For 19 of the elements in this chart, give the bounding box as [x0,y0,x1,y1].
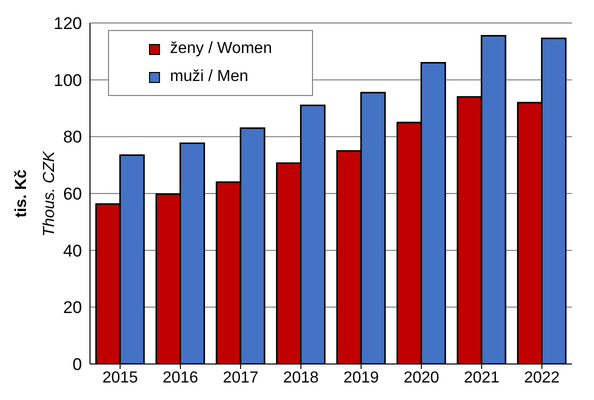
x-tick-label: 2019 [343,369,380,386]
legend-label: ženy / Women [170,39,272,59]
y-tick-label: 40 [63,241,82,260]
x-tick-label: 2015 [102,369,138,386]
y-tick-label: 0 [72,355,82,374]
y-tick-label: 100 [54,70,82,90]
y-tick-label: 120 [54,14,82,34]
x-tick-label: 2021 [464,369,500,386]
x-tick-label: 2020 [404,369,440,386]
x-tick-label: 2017 [222,369,259,386]
y-tick-label: 20 [63,298,82,318]
x-tick-label: 2022 [524,369,560,386]
x-tick-label: 2018 [283,369,319,386]
y-axis-title: tis. Kč [13,169,30,218]
y-tick-label: 80 [63,128,82,147]
x-tick-label: 2016 [162,369,198,386]
y-tick-label: 60 [63,184,82,204]
legend-label: muži / Men [170,67,248,87]
text: Thous. CZK [41,151,59,237]
